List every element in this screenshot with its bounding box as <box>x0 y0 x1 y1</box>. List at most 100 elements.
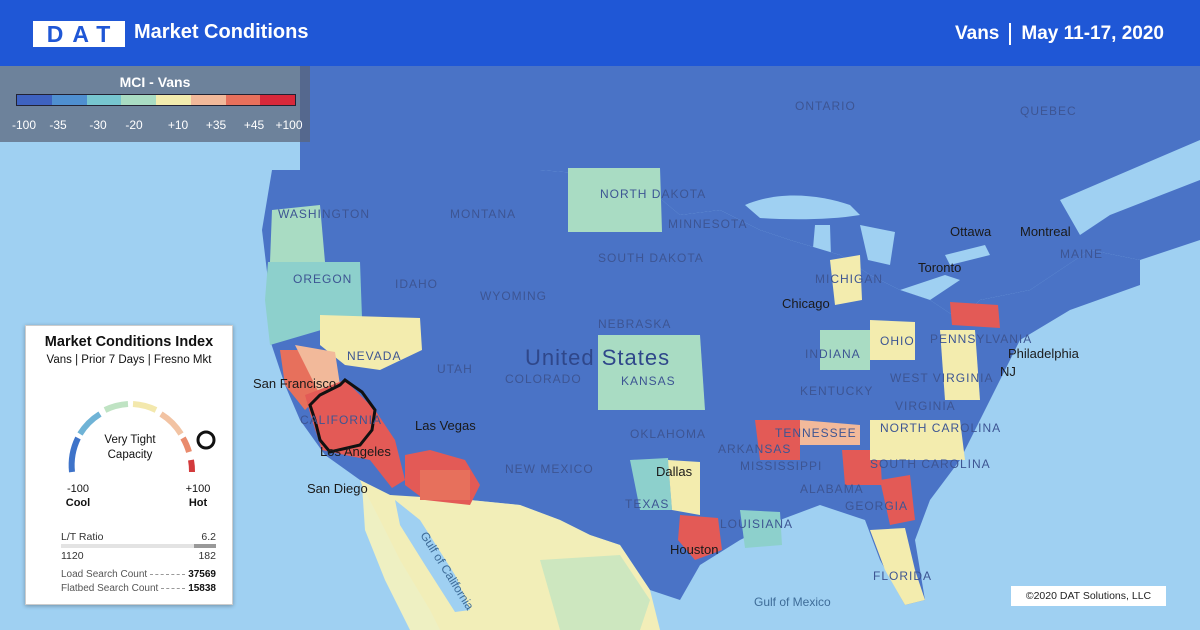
gauge-seg-3 <box>103 401 129 413</box>
mci-card: Market Conditions Index Vans | Prior 7 D… <box>25 325 233 605</box>
region-florida <box>870 528 925 605</box>
label-arkansas: ARKANSAS <box>718 442 791 456</box>
label-oregon: OREGON <box>293 272 352 286</box>
label-west-virginia: WEST VIRGINIA <box>890 371 993 385</box>
lt-ratio-label: L/T Ratio <box>61 531 104 543</box>
lake-erie-ontario <box>900 245 990 300</box>
label-kansas: KANSAS <box>621 374 676 388</box>
legend-title: MCI - Vans <box>119 74 191 90</box>
legend-tick: +45 <box>243 118 265 132</box>
city-chicago: Chicago <box>782 296 830 311</box>
legend-swatch <box>51 95 87 105</box>
legend-tick: -35 <box>49 118 67 132</box>
mexico-green <box>540 555 650 630</box>
gauge-min-value: -100 <box>66 483 90 495</box>
region-ohio <box>870 320 915 360</box>
region-southcarolina <box>880 475 915 525</box>
region-pennsylvania <box>950 302 1000 328</box>
card-subtitle: Vans | Prior 7 Days | Fresno Mkt <box>46 354 212 366</box>
region-mid-atlantic <box>940 330 980 400</box>
lt-ratio-bar <box>61 544 216 548</box>
gauge-seg-1 <box>68 436 81 473</box>
label-texas: TEXAS <box>625 497 669 511</box>
legend-tick: +10 <box>167 118 189 132</box>
label-tennessee: TENNESSEE <box>775 426 857 440</box>
label-alabama: ALABAMA <box>800 482 864 496</box>
region-dallas <box>630 458 672 510</box>
region-north-dakota <box>568 168 662 232</box>
city-san-diego: San Diego <box>307 481 368 496</box>
gauge-max: +100 Hot <box>178 482 218 510</box>
gauge-max-label: Hot <box>188 497 208 509</box>
city-philadelphia: Philadelphia <box>1008 346 1080 361</box>
label-florida: FLORIDA <box>873 569 932 583</box>
region-houston <box>678 515 722 560</box>
label-montana: MONTANA <box>450 207 516 221</box>
header-meta: Vans May 11-17, 2020 <box>955 23 1164 45</box>
lt-ratio-row: L/T Ratio 6.2 <box>61 531 216 543</box>
city-toronto: Toronto <box>918 260 961 275</box>
dash-leader <box>161 588 186 589</box>
city-houston: Houston <box>670 542 718 557</box>
legend-swatch <box>225 95 261 105</box>
lt-counts-row: 1120 182 <box>61 550 216 562</box>
legend-tick: +100 <box>275 118 303 132</box>
region-indiana <box>820 330 870 370</box>
st-lawrence <box>1060 140 1200 235</box>
legend-swatch <box>260 95 295 105</box>
country-label: United States <box>525 345 670 370</box>
gauge-min: -100 Cool <box>58 482 98 510</box>
label-north-carolina: NORTH CAROLINA <box>880 421 1001 435</box>
load-search-row: Load Search Count 37569 <box>61 569 216 580</box>
region-washington-coast <box>270 205 325 262</box>
label-washington: WASHINGTON <box>278 207 370 221</box>
date-range: May 11-17, 2020 <box>1021 23 1164 44</box>
city-las-vegas: Las Vegas <box>415 418 476 433</box>
label-oklahoma: OKLAHOMA <box>630 427 706 441</box>
dat-logo[interactable]: DAT <box>33 21 125 47</box>
card-title: Market Conditions Index <box>44 334 214 350</box>
map[interactable]: ONTARIO QUEBEC NORTH DAKOTA SOUTH DAKOTA… <box>0 66 1200 630</box>
load-search-value: 37569 <box>188 569 216 580</box>
city-montreal: Montreal <box>1020 224 1071 239</box>
flatbed-search-value: 15838 <box>188 583 216 594</box>
legend-swatch <box>121 95 156 105</box>
map-svg: ONTARIO QUEBEC NORTH DAKOTA SOUTH DAKOTA… <box>0 66 1200 630</box>
region-carolina <box>870 420 965 460</box>
label-colorado: COLORADO <box>505 372 582 386</box>
gauge-max-value: +100 <box>185 483 211 495</box>
header-bar: DAT Market Conditions Vans May 11-17, 20… <box>0 0 1200 66</box>
legend-swatch <box>86 95 122 105</box>
city-los-angeles: Los Angeles <box>320 444 391 459</box>
label-minnesota: MINNESOTA <box>668 217 747 231</box>
load-search-label: Load Search Count <box>61 569 148 580</box>
city-dallas: Dallas <box>656 464 693 479</box>
flatbed-search-label: Flatbed Search Count <box>61 583 159 594</box>
label-virginia: VIRGINIA <box>895 399 956 413</box>
lt-ratio-value: 6.2 <box>201 531 216 543</box>
flatbed-search-row: Flatbed Search Count 15838 <box>61 583 216 594</box>
gauge-pointer <box>196 430 216 450</box>
load-count: 182 <box>198 550 216 562</box>
label-nevada: NEVADA <box>347 349 401 363</box>
great-lakes <box>745 195 860 220</box>
label-wyoming: WYOMING <box>480 289 547 303</box>
city-san-francisco: San Francisco <box>253 376 336 391</box>
truck-count: 1120 <box>61 550 84 562</box>
label-south-dakota: SOUTH DAKOTA <box>598 251 704 265</box>
label-pennsylvania: PENNSYLVANIA <box>930 332 1032 346</box>
gauge-seg-2 <box>77 411 102 436</box>
region-nevada <box>320 315 422 370</box>
legend-tick: -100 <box>11 118 37 132</box>
label-michigan: MICHIGAN <box>815 272 883 286</box>
label-new-mexico: NEW MEXICO <box>505 462 594 476</box>
mci-gauge <box>68 401 216 473</box>
legend-tick: -20 <box>125 118 143 132</box>
label-south-carolina: SOUTH CAROLINA <box>870 457 991 471</box>
label-idaho: IDAHO <box>395 277 438 291</box>
copyright: ©2020 DAT Solutions, LLC <box>1011 586 1166 606</box>
gauge-seg-6 <box>180 436 192 453</box>
region-fresno <box>305 380 405 488</box>
label-california: CALIFORNIA <box>300 413 382 427</box>
lt-ratio-bar-fill <box>194 544 216 548</box>
